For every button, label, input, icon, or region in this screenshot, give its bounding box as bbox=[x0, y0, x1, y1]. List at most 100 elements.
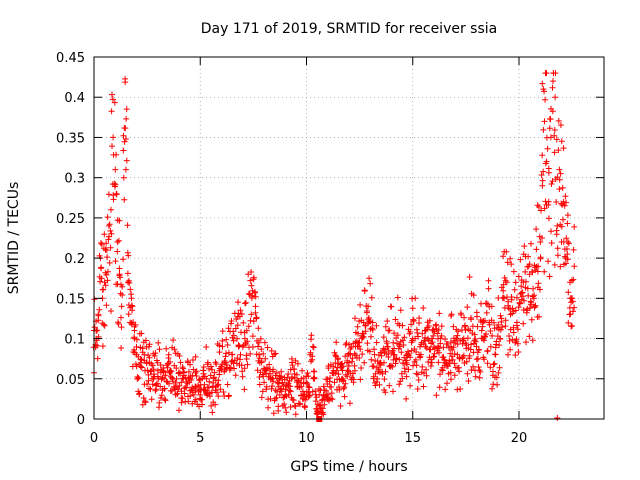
data-point bbox=[329, 396, 336, 403]
data-point-key bbox=[146, 359, 153, 366]
data-point-key bbox=[120, 174, 127, 181]
data-point bbox=[292, 403, 299, 410]
data-point-key bbox=[127, 319, 134, 326]
data-point-key bbox=[567, 279, 573, 286]
data-point-key bbox=[295, 383, 301, 390]
data-point-key bbox=[103, 247, 110, 254]
data-point bbox=[419, 330, 426, 337]
data-point-key bbox=[365, 303, 372, 310]
data-point bbox=[224, 381, 231, 388]
data-point bbox=[476, 374, 483, 381]
data-point bbox=[430, 332, 437, 339]
data-point bbox=[242, 300, 248, 307]
data-point bbox=[487, 364, 494, 371]
data-point bbox=[472, 338, 479, 345]
data-point bbox=[287, 383, 294, 390]
data-point bbox=[564, 212, 571, 219]
data-point bbox=[560, 216, 566, 223]
data-point bbox=[485, 285, 492, 292]
data-point bbox=[124, 270, 131, 277]
data-point bbox=[522, 268, 529, 275]
chart-title: Day 171 of 2019, SRMTID for receiver ssi… bbox=[201, 21, 497, 37]
data-point bbox=[414, 386, 421, 392]
data-point bbox=[154, 359, 161, 366]
data-point bbox=[346, 350, 352, 357]
data-point bbox=[272, 350, 279, 357]
data-point bbox=[508, 296, 515, 303]
data-point bbox=[503, 248, 510, 255]
data-point bbox=[209, 409, 216, 416]
data-point bbox=[543, 70, 550, 77]
data-point bbox=[436, 310, 443, 317]
data-point bbox=[416, 315, 423, 322]
data-point bbox=[544, 145, 551, 152]
data-point bbox=[451, 351, 458, 357]
data-point bbox=[111, 99, 118, 106]
y-axis: 0 0.05 0.1 0.15 0.2 0.25 0.3 0.35 0.4 0.45 bbox=[56, 51, 604, 428]
data-point bbox=[509, 305, 516, 312]
data-point-key bbox=[309, 343, 316, 350]
data-point-key bbox=[558, 239, 565, 245]
data-point-key bbox=[507, 311, 514, 318]
data-point bbox=[521, 243, 528, 250]
y-tick-label: 0.3 bbox=[64, 172, 85, 187]
data-point-key bbox=[129, 303, 136, 310]
data-point-key bbox=[564, 239, 571, 245]
x-tick-label: 15 bbox=[404, 431, 421, 446]
data-point bbox=[192, 353, 199, 360]
data-point bbox=[457, 386, 464, 392]
data-point bbox=[417, 354, 424, 361]
data-point bbox=[170, 337, 177, 344]
data-point bbox=[500, 287, 507, 294]
data-point bbox=[484, 347, 491, 354]
data-point bbox=[133, 343, 140, 350]
data-point bbox=[200, 364, 207, 370]
data-point bbox=[357, 376, 364, 383]
data-point-key bbox=[346, 359, 352, 366]
data-point bbox=[512, 307, 519, 314]
data-point-key bbox=[203, 375, 210, 382]
data-point bbox=[230, 328, 237, 335]
data-point bbox=[172, 379, 179, 386]
data-point bbox=[542, 96, 549, 103]
data-point-key bbox=[263, 367, 270, 374]
data-point-key bbox=[150, 375, 157, 382]
data-point bbox=[238, 311, 245, 317]
data-point bbox=[292, 411, 299, 418]
data-point-key bbox=[397, 343, 403, 350]
data-point bbox=[437, 340, 444, 347]
data-point bbox=[217, 386, 224, 393]
data-point bbox=[502, 323, 509, 330]
data-point bbox=[442, 386, 449, 393]
data-point bbox=[403, 373, 410, 380]
data-point bbox=[570, 276, 577, 283]
data-point bbox=[255, 339, 262, 346]
data-point-key bbox=[486, 319, 493, 326]
data-point bbox=[178, 379, 185, 386]
data-point bbox=[219, 337, 226, 344]
data-point bbox=[208, 402, 215, 409]
data-point bbox=[407, 382, 414, 389]
data-point bbox=[134, 376, 141, 382]
data-point bbox=[258, 394, 265, 401]
data-point bbox=[109, 91, 115, 98]
data-point bbox=[104, 214, 111, 221]
data-point bbox=[264, 344, 271, 351]
data-point bbox=[557, 170, 564, 177]
data-point-key bbox=[142, 367, 148, 374]
data-point bbox=[535, 280, 542, 287]
plot-frame bbox=[93, 56, 605, 420]
data-point bbox=[100, 286, 107, 293]
data-point bbox=[243, 352, 250, 359]
data-point bbox=[223, 336, 230, 343]
data-point bbox=[308, 332, 315, 339]
data-point bbox=[117, 274, 124, 281]
data-point bbox=[168, 368, 175, 375]
data-point bbox=[112, 258, 119, 265]
data-point bbox=[533, 246, 540, 253]
data-point bbox=[557, 263, 564, 270]
data-point bbox=[546, 125, 553, 132]
data-point bbox=[327, 375, 333, 381]
data-point bbox=[285, 371, 292, 377]
data-point bbox=[209, 366, 215, 373]
